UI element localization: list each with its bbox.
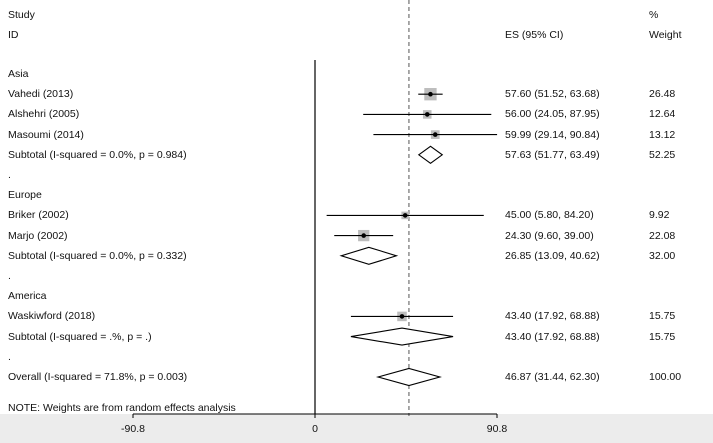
weight-text: 32.00: [649, 249, 676, 262]
row-label: Subtotal (I-squared = 0.0%, p = 0.984): [8, 148, 187, 161]
subtotal-diamond: [417, 145, 444, 164]
overall-diamond: [375, 367, 442, 387]
point-estimate: [432, 132, 438, 137]
axis-band: [0, 414, 713, 443]
row-label: Waskiwford (2018): [8, 310, 96, 323]
spacer-dot: .: [8, 169, 11, 181]
header-es: ES (95% CI): [505, 29, 564, 41]
point-estimate: [424, 112, 430, 117]
weight-text: 9.92: [649, 209, 670, 222]
effect-size-text: 24.30 (9.60, 39.00): [505, 229, 594, 242]
point-estimate: [399, 314, 405, 319]
weight-text: 12.64: [649, 108, 676, 121]
spacer-dot: .: [8, 350, 11, 363]
weight-text: 26.48: [649, 88, 676, 101]
effect-size-text: 56.00 (24.05, 87.95): [505, 108, 600, 121]
spacer-dot: .: [8, 270, 11, 282]
header-weight: Weight: [649, 29, 682, 41]
effect-size-text: 46.87 (31.44, 62.30): [505, 371, 600, 383]
row-label: Vahedi (2013): [8, 88, 74, 101]
x-tick-label: 0: [312, 423, 318, 435]
row-label: Subtotal (I-squared = 0.0%, p = 0.332): [8, 249, 187, 262]
point-estimate: [361, 233, 367, 238]
group-label: America: [8, 290, 47, 303]
effect-size-text: 43.40 (17.92, 68.88): [505, 310, 600, 323]
header-percent: %: [649, 9, 659, 21]
weight-text: 100.00: [649, 371, 682, 383]
x-tick-label: -90.8: [121, 423, 145, 435]
weight-text: 15.75: [649, 310, 676, 323]
row-label: Subtotal (I-squared = .%, p = .): [8, 330, 152, 343]
x-tick-label: 90.8: [486, 423, 508, 435]
point-estimate: [402, 213, 408, 218]
weight-text: 13.12: [649, 128, 676, 141]
row-label: Alshehri (2005): [8, 108, 80, 121]
weight-text: 15.75: [649, 330, 676, 343]
effect-size-text: 57.60 (51.52, 63.68): [505, 88, 600, 101]
group-label: Asia: [8, 68, 29, 80]
effect-size-text: 43.40 (17.92, 68.88): [505, 330, 600, 343]
row-label: Masoumi (2014): [8, 128, 84, 141]
effect-size-text: 57.63 (51.77, 63.49): [505, 148, 600, 161]
header-study: Study: [8, 9, 35, 21]
effect-size-text: 45.00 (5.80, 84.20): [505, 209, 594, 222]
weight-text: 52.25: [649, 148, 676, 161]
point-estimate: [428, 91, 433, 97]
row-label: Marjo (2002): [8, 229, 68, 242]
row-label: Overall (I-squared = 71.8%, p = 0.003): [8, 371, 188, 383]
row-label: Briker (2002): [8, 209, 69, 222]
group-label: Europe: [8, 189, 42, 202]
subtotal-diamond: [339, 246, 399, 265]
weight-text: 22.08: [649, 229, 676, 242]
header-id: ID: [8, 29, 19, 41]
subtotal-diamond: [350, 327, 454, 346]
footnote: NOTE: Weights are from random effects an…: [8, 402, 236, 414]
effect-size-text: 26.85 (13.09, 40.62): [505, 249, 600, 262]
effect-size-text: 59.99 (29.14, 90.84): [505, 128, 600, 141]
